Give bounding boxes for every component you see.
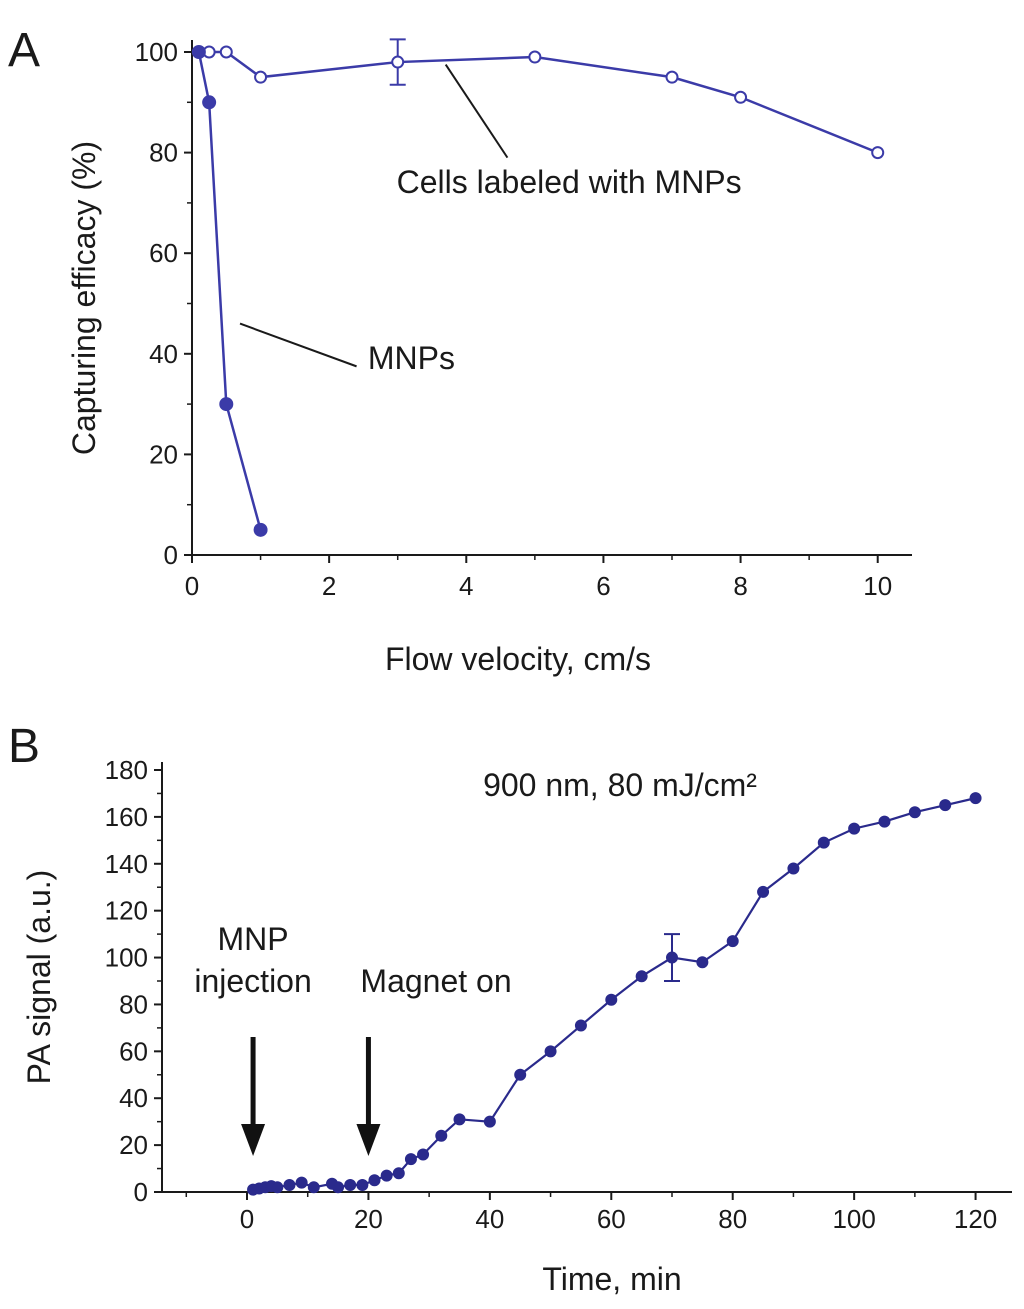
panel-b-annotation-text: injection [194,963,311,999]
panel-b-annotation-text: MNP [218,921,289,957]
panel-letter-b: B [8,720,40,773]
panel-b-y-tick-label: 140 [105,849,148,879]
panel-a-point [528,50,542,64]
panel-b-annotation-text: Magnet on [360,963,511,999]
panel-a-series-line-0 [198,50,879,154]
panel-b-point [295,1176,308,1189]
panel-b-point [368,1174,381,1187]
panel-a-y-tick-label: 80 [149,138,178,168]
panel-a-y-tick-label: 20 [149,439,178,469]
panel-b-arrow-head [356,1124,381,1156]
panel-b-point [380,1169,393,1182]
panel-b-y-tick-label: 80 [119,989,148,1019]
panel-b-y-tick-label: 20 [119,1130,148,1160]
panel-b-point [307,1181,320,1194]
panel-b-y-tick-label: 160 [105,802,148,832]
panel-b-point [483,1115,496,1128]
panel-b-x-tick-label: 120 [954,1204,997,1234]
panel-a-point [191,45,206,59]
panel-a-y-axis-label: Capturing efficacy (%) [66,141,102,455]
panel-b-point [332,1181,345,1194]
panel-b-point [666,951,678,964]
panel-b-arrow-head [241,1124,266,1156]
panel-b-point [574,1019,587,1032]
panel-a-y-tick-label: 0 [164,540,178,570]
panel-a-point [665,70,679,84]
panel-b-point [787,862,800,875]
panel-b-x-tick-label: 80 [718,1204,747,1234]
panel-a-y-tick-label: 40 [149,339,178,369]
panel-b-x-axis-label: Time, min [542,1261,681,1297]
panel-b-y-tick-label: 40 [119,1083,148,1113]
panel-b-point [605,993,618,1006]
panel-b-point [817,836,830,849]
panel-b-y-tick-label: 100 [105,943,148,973]
panel-b-point [635,970,648,983]
panel-a-point [253,522,268,537]
panel-a-x-tick-label: 6 [596,571,610,601]
panel-a-x-tick-label: 2 [322,571,336,601]
panel-a-x-tick-label: 0 [185,571,199,601]
panel-b-y-tick-label: 60 [119,1036,148,1066]
panel-a-point [219,397,234,412]
panel-b-point [392,1167,405,1180]
panel-a-annotation-mnps: MNPs [368,340,455,376]
panel-a-leader-line [239,322,357,368]
panel-b-point [908,806,921,819]
panel-b-point [969,792,982,805]
panel-b-point [356,1178,369,1191]
panel-a-point [871,146,885,160]
panel-a-x-tick-label: 4 [459,571,473,601]
panel-b-point [271,1181,284,1194]
panel-b-x-tick-label: 60 [597,1204,626,1234]
panel-b-point [939,799,952,812]
panel-a-point [202,95,217,110]
panel-b-y-axis-label: PA signal (a.u.) [21,870,57,1085]
panel-b-title: 900 nm, 80 mJ/cm² [483,767,757,803]
panel-b-point [514,1068,527,1081]
panel-b-y-tick-label: 0 [134,1177,148,1207]
panel-a-annotation-cells: Cells labeled with MNPs [397,164,742,200]
panel-b-x-tick-label: 0 [240,1204,254,1234]
panel-a-point [219,45,233,59]
panel-a-x-tick-label: 8 [733,571,747,601]
panel-b-point [404,1153,417,1166]
panel-a-point [734,90,748,104]
panel-a-y-tick-label: 100 [135,37,178,67]
panel-b-point [544,1045,557,1058]
panel-a-series-line-1 [197,51,262,531]
panel-b-point [726,935,739,948]
panel-a-point [391,55,405,69]
panel-a-point [254,70,268,84]
panel-b-point [283,1178,296,1191]
panel-b-point [435,1129,448,1142]
panel-b: 0 20 40 60 80 100 120020406080100120140160180 … [105,755,1012,1234]
panel-b-point [878,815,891,828]
panel-a-y-tick-label: 60 [149,238,178,268]
panel-b-y-tick-label: 180 [105,755,148,785]
panel-letter-a: A [8,24,40,77]
panel-b-point [453,1113,466,1126]
panel-b-point [344,1178,357,1191]
panel-a-leader-line [444,64,509,159]
panel-b-x-tick-label: 100 [832,1204,875,1234]
panel-b-point [696,956,709,969]
panel-a-x-tick-label: 10 [863,571,892,601]
panel-a-x-axis-label: Flow velocity, cm/s [385,641,651,677]
panel-b-x-tick-label: 40 [475,1204,504,1234]
panel-b-point [848,822,861,835]
panel-b-point [417,1148,430,1161]
panel-b-x-tick-label: 20 [354,1204,383,1234]
panel-b-y-tick-label: 120 [105,896,148,926]
panel-b-point [757,885,770,898]
